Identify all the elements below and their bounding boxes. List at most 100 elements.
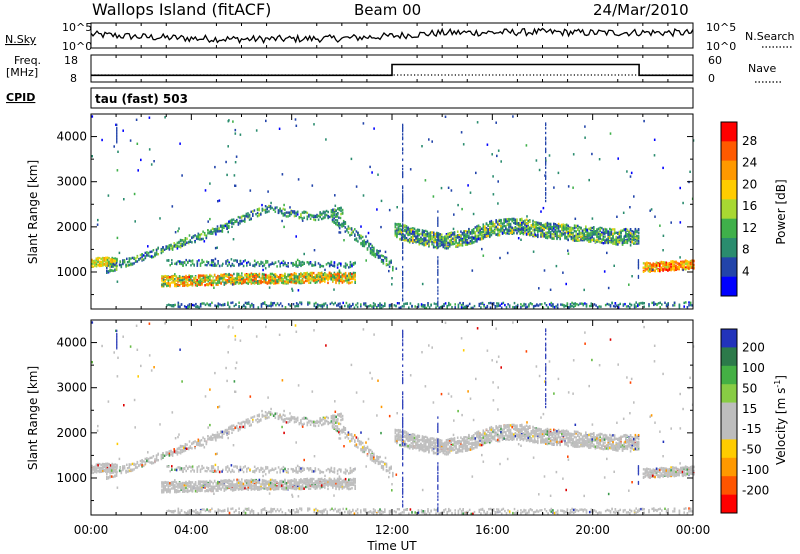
power-point (351, 276, 353, 279)
power-point (637, 262, 640, 265)
power-point (140, 158, 142, 162)
power-point (452, 231, 454, 235)
power-point (314, 263, 317, 266)
power-point (497, 232, 499, 236)
velocity-point (146, 459, 148, 462)
power-point (439, 233, 441, 236)
power-point (468, 302, 471, 306)
power-point (691, 259, 693, 262)
power-point (344, 222, 347, 225)
power-point (428, 138, 430, 141)
power-point (297, 304, 300, 308)
power-point (572, 234, 574, 237)
power-point (617, 243, 619, 246)
power-point (175, 262, 178, 266)
power-point (268, 281, 270, 284)
power-point (424, 237, 427, 240)
power-point (633, 242, 635, 245)
power-point (217, 274, 219, 278)
power-point (501, 231, 504, 234)
power-point (688, 260, 690, 264)
power-point (459, 301, 461, 305)
power-point (170, 247, 172, 250)
power-point (545, 163, 547, 166)
power-point (631, 235, 633, 238)
power-point (351, 263, 353, 266)
power-point (412, 236, 414, 239)
power-point (261, 207, 264, 210)
power-point (377, 250, 380, 254)
power-point (562, 271, 564, 274)
power-point (109, 262, 112, 266)
power-point (662, 269, 664, 272)
power-point (545, 224, 547, 227)
power-point (600, 305, 602, 308)
power-point (503, 224, 505, 228)
power-point (317, 279, 320, 282)
power-point (402, 251, 404, 255)
power-point (258, 272, 261, 276)
velocity-point (108, 462, 110, 466)
power-point (379, 249, 381, 253)
power-point (211, 232, 214, 235)
power-point (593, 230, 595, 234)
power-point (637, 274, 640, 278)
power-point (290, 281, 293, 284)
power-point (397, 232, 400, 235)
power-point (242, 264, 245, 268)
nsky-panel: N.Sky 10^5 10^0 10^5 10^0 N.Search (5, 21, 795, 53)
power-point (455, 241, 457, 244)
power-point (109, 264, 112, 267)
power-point (181, 239, 183, 242)
power-point (257, 275, 259, 278)
power-point (527, 224, 529, 228)
power-point (191, 236, 193, 239)
power-point (257, 280, 259, 283)
power-point (685, 301, 687, 304)
power-point (683, 265, 685, 268)
power-point (241, 272, 243, 275)
power-point (161, 275, 163, 278)
cpid-label: CPID (6, 91, 35, 104)
power-point (169, 276, 171, 279)
power-point (489, 301, 492, 305)
power-point (321, 303, 324, 307)
power-point (484, 235, 486, 239)
power-point (338, 231, 340, 234)
power-point (500, 302, 503, 305)
power-point (630, 171, 633, 175)
power-point (300, 264, 302, 268)
power-point (288, 273, 291, 276)
power-point (448, 243, 451, 246)
power-point (572, 186, 574, 189)
power-point (262, 268, 264, 272)
power-point (437, 300, 439, 303)
station-title: Wallops Island (fitACF) (92, 0, 271, 19)
power-point (301, 260, 304, 264)
power-point (409, 302, 412, 305)
power-point (252, 212, 254, 216)
power-point (617, 238, 619, 241)
power-point (396, 232, 398, 235)
power-point (144, 251, 147, 255)
power-point (675, 268, 677, 271)
power-point (125, 263, 127, 267)
power-point (187, 240, 190, 244)
power-point (266, 261, 269, 264)
power-point (247, 275, 249, 278)
power-point (255, 281, 257, 284)
power-point (547, 306, 549, 309)
power-point (349, 227, 351, 230)
power-point (297, 178, 300, 181)
power-point (157, 246, 159, 249)
power-point (537, 221, 539, 224)
power-point (125, 265, 127, 268)
velocity-point (111, 467, 113, 470)
power-point (431, 240, 433, 244)
power-point (391, 283, 393, 286)
power-point (466, 238, 469, 242)
power-point (338, 270, 341, 274)
velocity-point (95, 471, 98, 474)
power-point (308, 279, 310, 282)
power-point (588, 304, 591, 308)
